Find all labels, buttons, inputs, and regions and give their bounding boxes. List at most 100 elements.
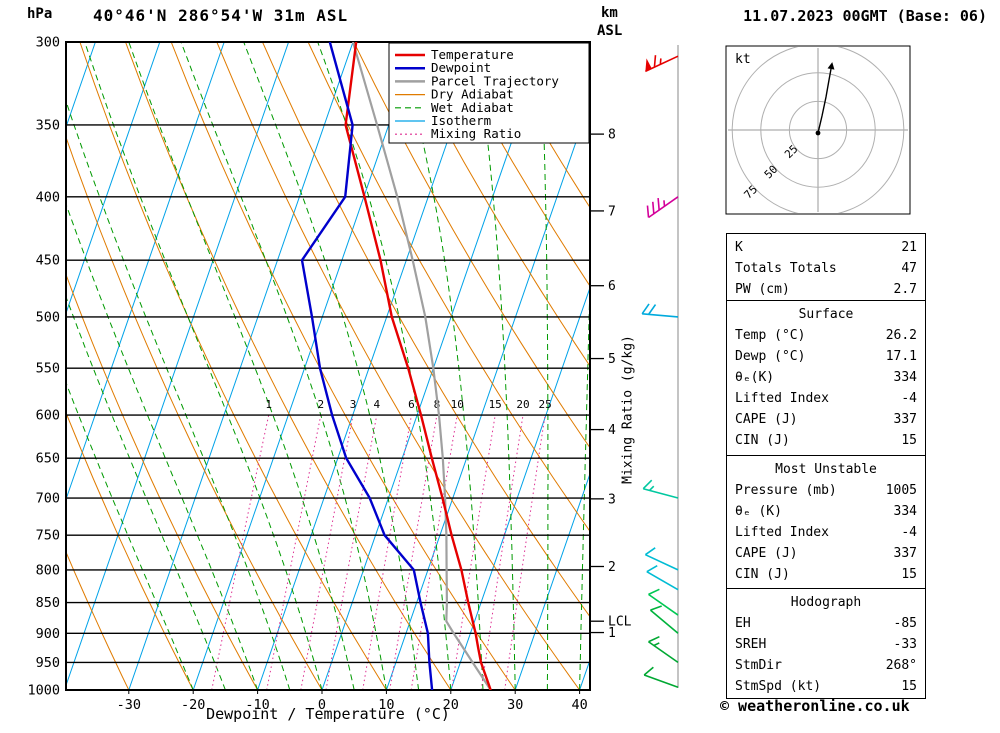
- mixing-ratio-value: 6: [408, 398, 415, 411]
- table-row: CAPE (J) 337: [727, 543, 925, 564]
- wind-barb-half: [653, 642, 660, 647]
- row-value: 1005: [885, 483, 917, 498]
- wind-barb-staff: [642, 313, 679, 318]
- temp-tick-label: 20: [443, 697, 459, 713]
- table-row: EH -85: [727, 613, 925, 634]
- isotherm-line: [514, 472, 590, 690]
- mixing-ratio-axis-title: Mixing Ratio (g/kg): [620, 335, 636, 484]
- row-label: Pressure (mb): [735, 483, 837, 498]
- table-row: Totals Totals 47: [727, 258, 925, 279]
- wind-barb-half: [663, 200, 666, 207]
- pressure-tick-label: 750: [36, 528, 60, 544]
- row-value: 334: [893, 504, 917, 519]
- wind-barb-full: [643, 666, 654, 676]
- km-axis: 1 2 3 4 5 6 7 8: [591, 128, 616, 641]
- station-title: 40°46'N 286°54'W 31m ASL: [93, 6, 349, 25]
- pressure-tick-label: 550: [36, 361, 60, 377]
- hodograph-origin-dot: [815, 130, 821, 136]
- wind-barb-staff: [645, 553, 679, 571]
- row-label: θₑ (K): [735, 504, 782, 519]
- temp-tick-label: 10: [378, 697, 394, 713]
- km-tick-label: 8: [608, 128, 616, 143]
- row-value: 47: [901, 261, 917, 276]
- table-section-title: Hodograph: [790, 595, 862, 610]
- legend-label: Mixing Ratio: [431, 126, 521, 141]
- temp-axis-labels: -30 -20 -10 0 10 20 30 40: [117, 690, 588, 713]
- row-value: -4: [901, 391, 917, 406]
- km-axis-label: km: [601, 5, 618, 21]
- wind-barb-staff: [648, 641, 679, 664]
- asl-axis-label: ASL: [597, 23, 623, 39]
- isotherm-line: [257, 42, 483, 690]
- mixing-ratio-value: 20: [516, 398, 529, 411]
- row-value: 337: [893, 412, 917, 427]
- temp-tick-label: -20: [181, 697, 205, 713]
- wind-barb-full: [644, 547, 656, 556]
- table-row: θₑ(K) 334: [727, 367, 925, 388]
- table-row: Lifted Index -4: [727, 388, 925, 409]
- hodograph-trace: [817, 68, 832, 134]
- wind-barb-staff: [645, 55, 679, 73]
- hodograph-rings: [731, 47, 905, 213]
- pressure-tick-label: 650: [36, 451, 60, 467]
- dry-adiabat-line: [66, 135, 323, 690]
- lcl-label: LCL: [608, 615, 632, 630]
- table-row: θₑ (K) 334: [727, 501, 925, 522]
- table-row: Lifted Index -4: [727, 522, 925, 543]
- row-value: 2.7: [893, 282, 917, 297]
- isotherm-line: [66, 42, 161, 315]
- mixing-ratio-lines: [211, 414, 546, 690]
- wind-barbs: [641, 45, 679, 689]
- pressure-tick-label: 950: [36, 655, 60, 671]
- pressure-tick-label: 500: [36, 309, 60, 325]
- wind-barb-full: [641, 303, 650, 315]
- pressure-tick-label: 300: [36, 35, 60, 51]
- wind-barb-staff: [649, 609, 679, 634]
- wind-barb-full: [648, 588, 660, 596]
- row-label: EH: [735, 616, 751, 631]
- wind-barb-full: [646, 565, 658, 573]
- wind-barb-half: [648, 485, 655, 491]
- wind-barb-full: [646, 205, 650, 218]
- hodograph-ring: [731, 47, 905, 213]
- most-unstable-table: Most Unstable Pressure (mb) 1005 θₑ (K) 33…: [726, 455, 926, 589]
- km-tick-label: 2: [608, 560, 616, 575]
- wind-barb-staff: [643, 674, 679, 689]
- row-label: θₑ(K): [735, 370, 775, 385]
- temp-tick-label: -30: [117, 697, 141, 713]
- wind-barb-full: [642, 479, 653, 490]
- table-row: StmDir 268°: [727, 655, 925, 676]
- pressure-tick-label: 450: [36, 253, 60, 269]
- hodograph-stats-table: Hodograph EH -85 SREH -33 StmDir 268° StmSp…: [726, 588, 926, 699]
- mixing-ratio-line: [266, 415, 322, 690]
- dry-adiabat-line: [398, 42, 590, 367]
- wind-barb-staff: [646, 571, 679, 591]
- row-label: Temp (°C): [735, 328, 806, 343]
- row-value: -4: [901, 525, 917, 540]
- wind-barb-full: [657, 198, 660, 211]
- wind-barb-full: [651, 201, 655, 214]
- row-label: CAPE (J): [735, 412, 798, 427]
- wind-barb-full: [648, 635, 660, 643]
- copyright: © weatheronline.co.uk: [720, 697, 910, 715]
- dry-adiabat-line: [66, 550, 130, 690]
- mixing-ratio-value: 3: [350, 398, 357, 411]
- isotherms: [66, 42, 590, 690]
- wind-barb-staff: [643, 487, 679, 499]
- table-row: Dewp (°C) 17.1: [727, 346, 925, 367]
- wind-barb-full: [650, 605, 662, 611]
- pressure-tick-label: 900: [36, 626, 60, 642]
- table-row: K 21: [727, 237, 925, 258]
- row-value: -85: [893, 616, 917, 631]
- isotherm-line: [321, 42, 547, 690]
- hodograph-ring: [760, 72, 876, 188]
- row-value: 334: [893, 370, 917, 385]
- hodograph-trace-arrow: [827, 62, 835, 70]
- dry-adiabat-line: [444, 42, 590, 287]
- table-row: Temp (°C) 26.2: [727, 325, 925, 346]
- pressure-tick-label: 800: [36, 562, 60, 578]
- table-row: CIN (J) 15: [727, 430, 925, 451]
- pressure-unit-label: hPa: [27, 6, 53, 22]
